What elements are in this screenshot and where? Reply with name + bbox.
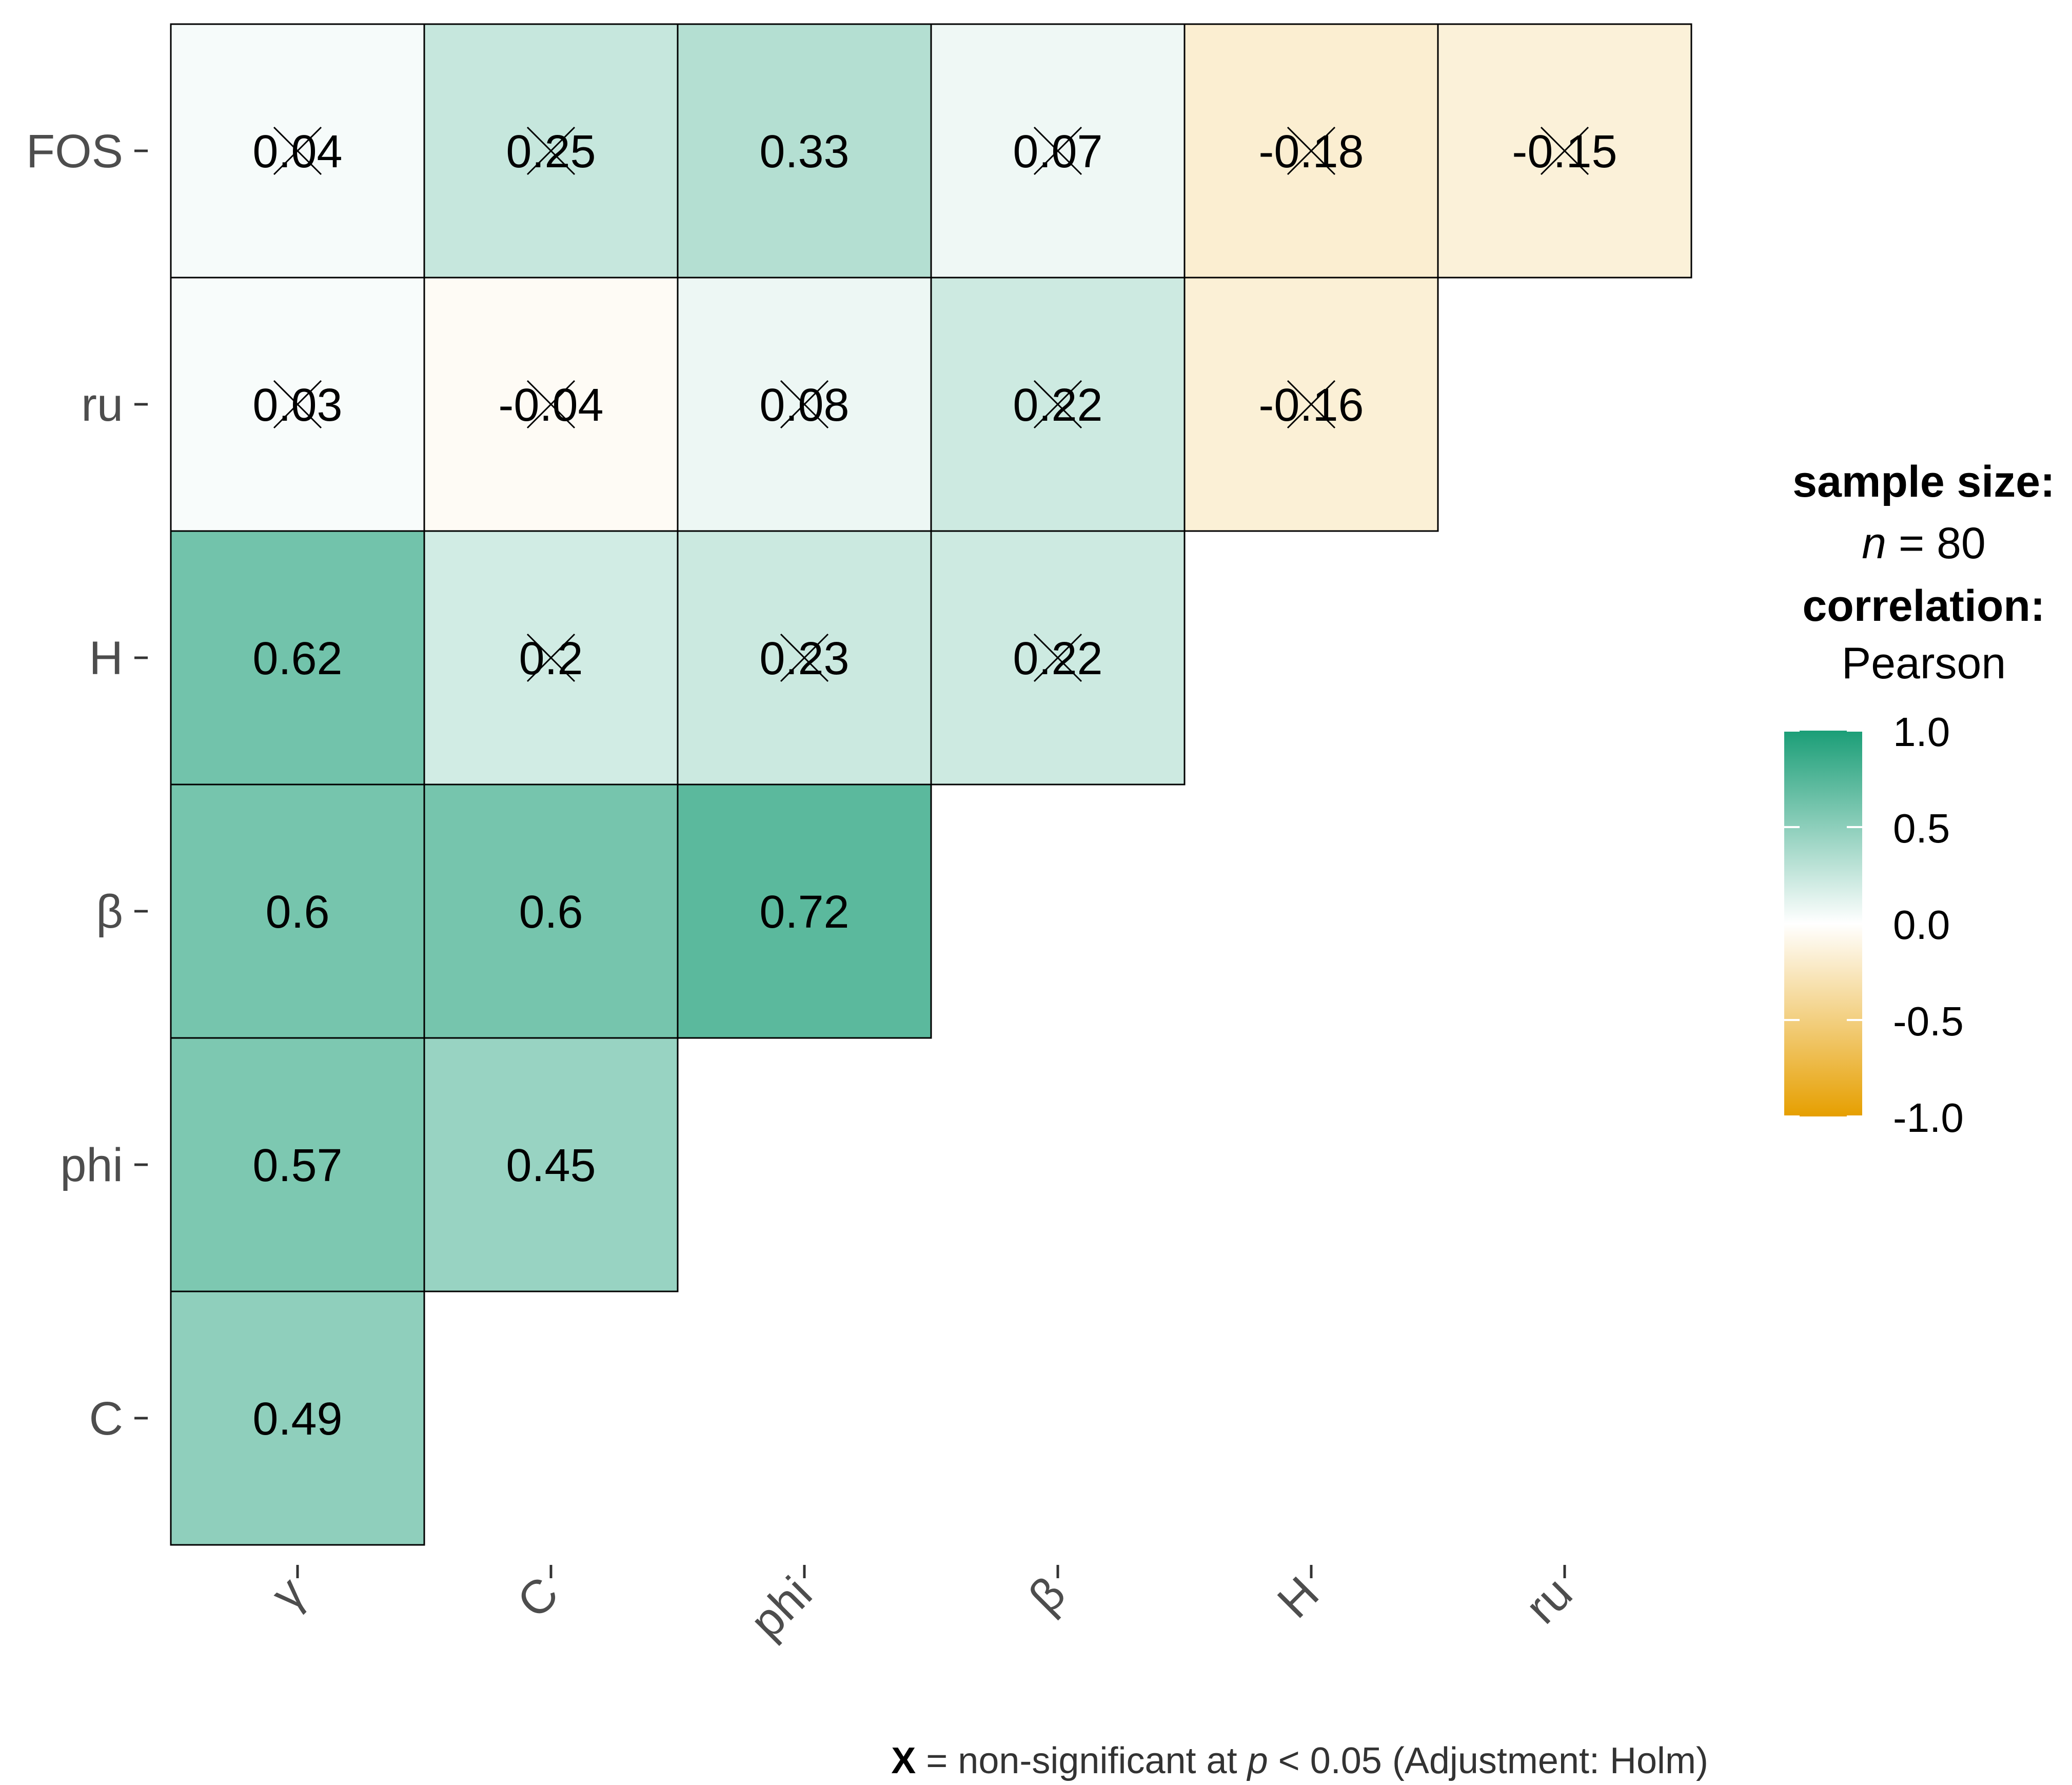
colorbar-tick-label: 0.0 xyxy=(1893,902,1950,948)
y-tick-label: H xyxy=(89,632,123,684)
heatmap-cell: 0.03 xyxy=(170,277,425,532)
heatmap-cell: 0.25 xyxy=(423,23,679,279)
x-tick-label: H xyxy=(1268,1567,1329,1628)
heatmap-cell: 0.22 xyxy=(930,277,1186,532)
y-tick-label: C xyxy=(89,1392,123,1445)
cell-rect xyxy=(677,783,932,1039)
heatmap-cell: 0.22 xyxy=(930,530,1186,786)
caption-p-symbol: p xyxy=(1247,1740,1268,1781)
heatmap-cell: 0.49 xyxy=(170,1290,425,1546)
caption-text-before: = non-significant at xyxy=(916,1740,1247,1781)
non-significant-cross xyxy=(526,380,576,429)
x-tick-label: phi xyxy=(740,1567,822,1649)
non-significant-cross xyxy=(780,633,829,682)
cell-rect xyxy=(423,1037,679,1292)
legend-n-symbol: n xyxy=(1862,519,1886,568)
non-significant-cross xyxy=(1287,380,1336,429)
cell-value-label: 0.72 xyxy=(759,887,849,938)
heatmap-cell: 0.62 xyxy=(170,530,425,786)
non-significant-cross xyxy=(1287,126,1336,175)
heatmap-cell: 0.45 xyxy=(423,1037,679,1292)
legend-correlation-title: correlation: xyxy=(1802,581,2045,631)
legend: sample size: n = 80 correlation: Pearson… xyxy=(1784,457,2055,1141)
heatmap-cell: -0.16 xyxy=(1183,277,1439,532)
x-tick-label: γ xyxy=(261,1567,315,1621)
heatmap-cell: 0.2 xyxy=(423,530,679,786)
x-tick-label: C xyxy=(507,1567,568,1628)
colorbar-ticks: 1.0 0.5 0.0 -0.5 -1.0 xyxy=(1784,709,1964,1141)
y-tick-label: ru xyxy=(81,379,123,431)
cell-value-label: 0.62 xyxy=(252,633,342,684)
y-tick-label: β xyxy=(96,886,123,938)
cell-rect xyxy=(170,1037,425,1292)
legend-correlation-method: Pearson xyxy=(1842,639,2006,688)
cell-value-label: 0.45 xyxy=(506,1140,596,1191)
heatmap-cell: 0.72 xyxy=(677,783,932,1039)
non-significant-cross xyxy=(526,633,576,682)
non-significant-cross xyxy=(526,126,576,175)
legend-sample-size-value: n = 80 xyxy=(1862,519,1986,568)
cell-value-label: 0.57 xyxy=(252,1140,342,1191)
cell-rect xyxy=(170,530,425,786)
cell-value-label: 0.49 xyxy=(252,1394,342,1445)
cell-rect xyxy=(170,1290,425,1546)
caption-text-after: < 0.05 (Adjustment: Holm) xyxy=(1268,1740,1708,1781)
cell-rect xyxy=(170,783,425,1039)
heatmap-cell: 0.08 xyxy=(677,277,932,532)
x-tick-label: ru xyxy=(1515,1567,1582,1634)
x-tick-label: β xyxy=(1019,1567,1076,1623)
heatmap-cell: -0.04 xyxy=(423,277,679,532)
heatmap-cell: 0.23 xyxy=(677,530,932,786)
legend-sample-size-title: sample size: xyxy=(1792,457,2055,506)
heatmap-cell: -0.15 xyxy=(1437,23,1692,279)
legend-n-value: = 80 xyxy=(1886,519,1986,568)
heatmap-cell: 0.07 xyxy=(930,23,1186,279)
non-significant-cross xyxy=(1540,126,1589,175)
colorbar-tick-label: 1.0 xyxy=(1893,709,1950,755)
y-tick-label: FOS xyxy=(26,125,123,178)
heatmap-cells: 0.040.250.330.07-0.18-0.150.03-0.040.080… xyxy=(170,23,1692,1546)
heatmap-cell: -0.18 xyxy=(1183,23,1439,279)
cell-value-label: 0.33 xyxy=(759,126,849,178)
heatmap-cell: 0.57 xyxy=(170,1037,425,1292)
heatmap-cell: 0.04 xyxy=(170,23,425,279)
y-tick-label: phi xyxy=(60,1139,123,1191)
heatmap-cell: 0.6 xyxy=(423,783,679,1039)
non-significant-cross xyxy=(1033,380,1082,429)
significance-caption: X = non-significant at p < 0.05 (Adjustm… xyxy=(891,1740,1708,1781)
non-significant-cross xyxy=(1033,126,1082,175)
heatmap-cell: 0.6 xyxy=(170,783,425,1039)
heatmap-cell: 0.33 xyxy=(677,23,932,279)
non-significant-cross xyxy=(1033,633,1082,682)
non-significant-cross xyxy=(780,380,829,429)
cell-value-label: 0.6 xyxy=(265,887,329,938)
caption-marker: X xyxy=(891,1740,916,1781)
colorbar-tick-label: 0.5 xyxy=(1893,806,1950,851)
cell-value-label: 0.6 xyxy=(519,887,583,938)
colorbar-tick-label: -0.5 xyxy=(1893,998,1964,1044)
colorbar-tick-label: -1.0 xyxy=(1893,1095,1964,1141)
non-significant-cross xyxy=(273,380,322,429)
non-significant-cross xyxy=(273,126,322,175)
